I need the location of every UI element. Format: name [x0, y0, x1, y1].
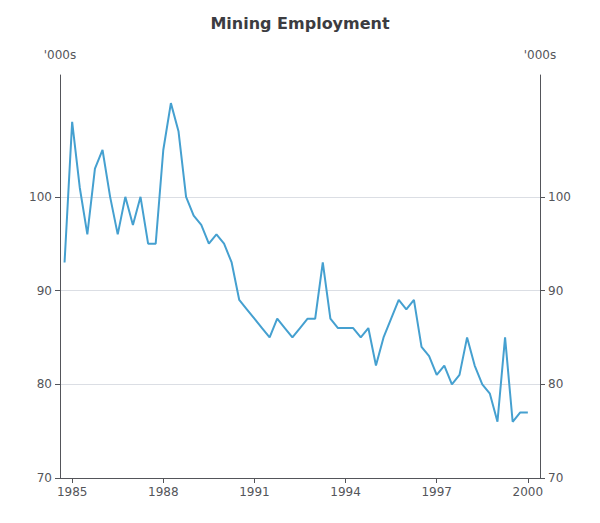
svg-text:1991: 1991	[239, 485, 270, 499]
svg-text:90: 90	[37, 284, 52, 298]
svg-text:1997: 1997	[421, 485, 452, 499]
svg-text:'000s: '000s	[524, 48, 556, 62]
svg-text:80: 80	[548, 377, 563, 391]
svg-text:Mining Employment: Mining Employment	[210, 14, 390, 33]
svg-text:70: 70	[37, 471, 52, 485]
svg-text:2000: 2000	[513, 485, 544, 499]
svg-text:1994: 1994	[330, 485, 361, 499]
svg-text:'000s: '000s	[44, 48, 76, 62]
svg-text:90: 90	[548, 284, 563, 298]
svg-text:1988: 1988	[148, 485, 179, 499]
svg-text:70: 70	[548, 471, 563, 485]
svg-text:100: 100	[29, 190, 52, 204]
svg-text:100: 100	[548, 190, 571, 204]
svg-text:80: 80	[37, 377, 52, 391]
svg-text:1985: 1985	[57, 485, 88, 499]
